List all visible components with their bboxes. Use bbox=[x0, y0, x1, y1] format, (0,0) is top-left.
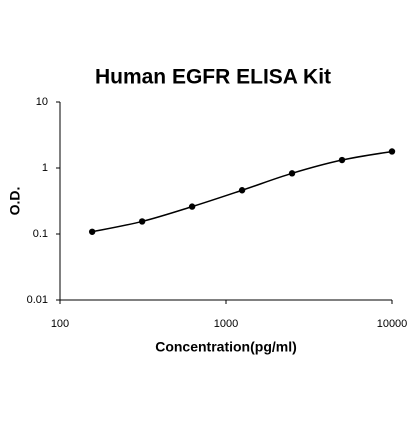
data-point bbox=[238, 187, 246, 194]
y-tick-label: 10 bbox=[36, 96, 48, 108]
data-point bbox=[88, 228, 96, 235]
data-point bbox=[188, 203, 196, 210]
data-point bbox=[338, 156, 346, 164]
x-tick-label: 1000 bbox=[214, 318, 238, 330]
data-point bbox=[288, 170, 296, 177]
x-tick-label: 10000 bbox=[377, 318, 408, 330]
y-tick-label: 0.1 bbox=[33, 228, 48, 240]
data-point bbox=[388, 148, 396, 155]
x-tick-label: 100 bbox=[51, 318, 69, 330]
y-axis-label: O.D. bbox=[7, 187, 23, 216]
chart-title: Human EGFR ELISA Kit bbox=[95, 66, 331, 89]
y-tick-label: 1 bbox=[42, 162, 48, 174]
data-point bbox=[138, 218, 146, 225]
y-tick-label: 0.01 bbox=[27, 294, 48, 306]
x-axis-label: Concentration(pg/ml) bbox=[155, 339, 297, 355]
